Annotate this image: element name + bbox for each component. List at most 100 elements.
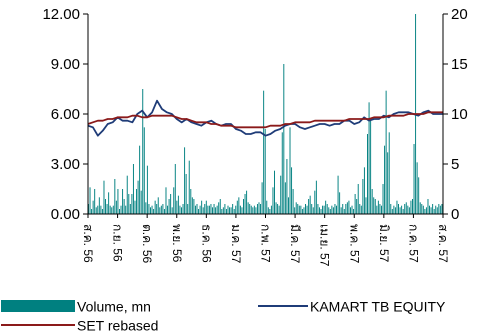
volume-bar	[204, 204, 206, 214]
volume-bar	[373, 197, 375, 214]
volume-bar	[202, 207, 204, 214]
volume-bar	[187, 204, 189, 214]
volume-bar	[435, 205, 437, 214]
volume-bar	[441, 204, 443, 214]
x-tick-label: ส.ค. 57	[436, 224, 450, 263]
volume-bar	[109, 205, 111, 214]
legend-label-kamart: KAMART TB EQUITY	[310, 298, 446, 315]
volume-bar	[156, 204, 158, 214]
price-lines	[87, 99, 443, 137]
volume-bar	[436, 207, 438, 214]
volume-bar	[433, 209, 435, 214]
volume-bar	[421, 204, 423, 214]
legend-label-volume: Volume, mn	[77, 298, 151, 315]
volume-bar	[261, 182, 263, 214]
volume-bar	[325, 200, 327, 214]
volume-bar	[272, 187, 274, 214]
volume-bar	[404, 204, 406, 214]
volume-bar	[365, 197, 367, 214]
volume-bar	[329, 209, 331, 214]
volume-bar	[143, 127, 145, 214]
volume-bar	[393, 205, 395, 214]
volume-bar	[122, 189, 124, 214]
volume-bar	[314, 190, 316, 214]
volume-bar	[354, 194, 356, 214]
legend-swatch-kamart	[258, 305, 308, 308]
volume-bar	[405, 202, 407, 214]
volume-bar	[142, 89, 144, 214]
volume-bar	[388, 132, 390, 214]
volume-bar	[312, 207, 314, 214]
volume-bar	[295, 202, 297, 214]
volume-bar	[148, 204, 150, 214]
volume-bar	[129, 204, 131, 214]
volume-bar	[225, 209, 227, 214]
volume-bar	[418, 177, 420, 214]
volume-bar	[432, 204, 434, 214]
volume-bar	[219, 199, 221, 214]
volume-bar	[184, 147, 186, 214]
volume-bar	[213, 204, 215, 214]
volume-bar	[212, 207, 213, 214]
volume-bar	[264, 129, 266, 214]
volume-bar	[105, 199, 107, 214]
volume-bar	[278, 205, 280, 214]
volume-bar	[320, 209, 322, 214]
volume-bar	[301, 209, 303, 214]
volume-bar	[340, 207, 342, 214]
x-tick-label: มี.ค. 57	[288, 224, 302, 264]
volume-bar	[298, 205, 300, 214]
volume-bar	[266, 200, 268, 214]
legend-swatch-set	[1, 324, 75, 327]
x-tick-label: ก.พ. 57	[259, 224, 273, 263]
volume-bar	[253, 205, 255, 214]
volume-bar	[353, 209, 355, 214]
volume-bar	[98, 197, 100, 214]
volume-bar	[89, 187, 91, 214]
volume-bar	[419, 202, 421, 214]
volume-bar	[215, 207, 217, 214]
left-tick-label: 3.00	[51, 156, 80, 173]
volume-bar	[205, 200, 207, 214]
volume-bar	[194, 205, 196, 214]
volume-bar	[243, 199, 244, 214]
volume-bar	[363, 167, 365, 214]
volume-bar	[222, 207, 224, 214]
volume-bar	[274, 170, 275, 214]
volume-bar	[371, 189, 373, 214]
volume-bar	[182, 204, 184, 214]
volume-bar	[318, 207, 320, 214]
volume-bar	[131, 194, 133, 214]
volume-bar	[230, 207, 232, 214]
volume-bar	[385, 90, 387, 214]
volume-bar	[370, 120, 372, 214]
volume-bar	[309, 195, 311, 214]
x-tick-label: ก.ค. 57	[406, 224, 420, 263]
volume-bar	[132, 164, 134, 214]
volume-bar	[291, 167, 293, 214]
volume-bar	[277, 204, 279, 214]
volume-bar	[410, 200, 412, 214]
volume-bar	[394, 207, 396, 214]
volume-bar	[422, 205, 424, 214]
volume-bar	[103, 180, 105, 214]
volume-bar	[331, 205, 333, 214]
volume-bar	[332, 207, 334, 214]
volume-bar	[412, 199, 413, 214]
volume-bar	[165, 187, 167, 214]
volume-bar	[111, 207, 113, 214]
volume-bar	[241, 207, 243, 214]
volume-bar	[137, 180, 139, 214]
volume-bar	[227, 205, 229, 214]
volume-bar	[305, 204, 306, 214]
volume-bar	[416, 162, 418, 214]
volume-bar	[336, 205, 337, 214]
volume-bar	[396, 200, 398, 214]
volume-bar	[100, 205, 102, 214]
volume-bar	[359, 204, 361, 214]
volume-bar	[260, 204, 262, 214]
tick-labels: 0.00 3.00 6.00 9.00 12.00 0 5 10 15 20 ส.ค. 56 ก.ย.…	[42, 6, 467, 267]
volume-bar	[349, 207, 351, 214]
volume-bar	[294, 207, 296, 214]
volume-bar	[117, 189, 119, 214]
